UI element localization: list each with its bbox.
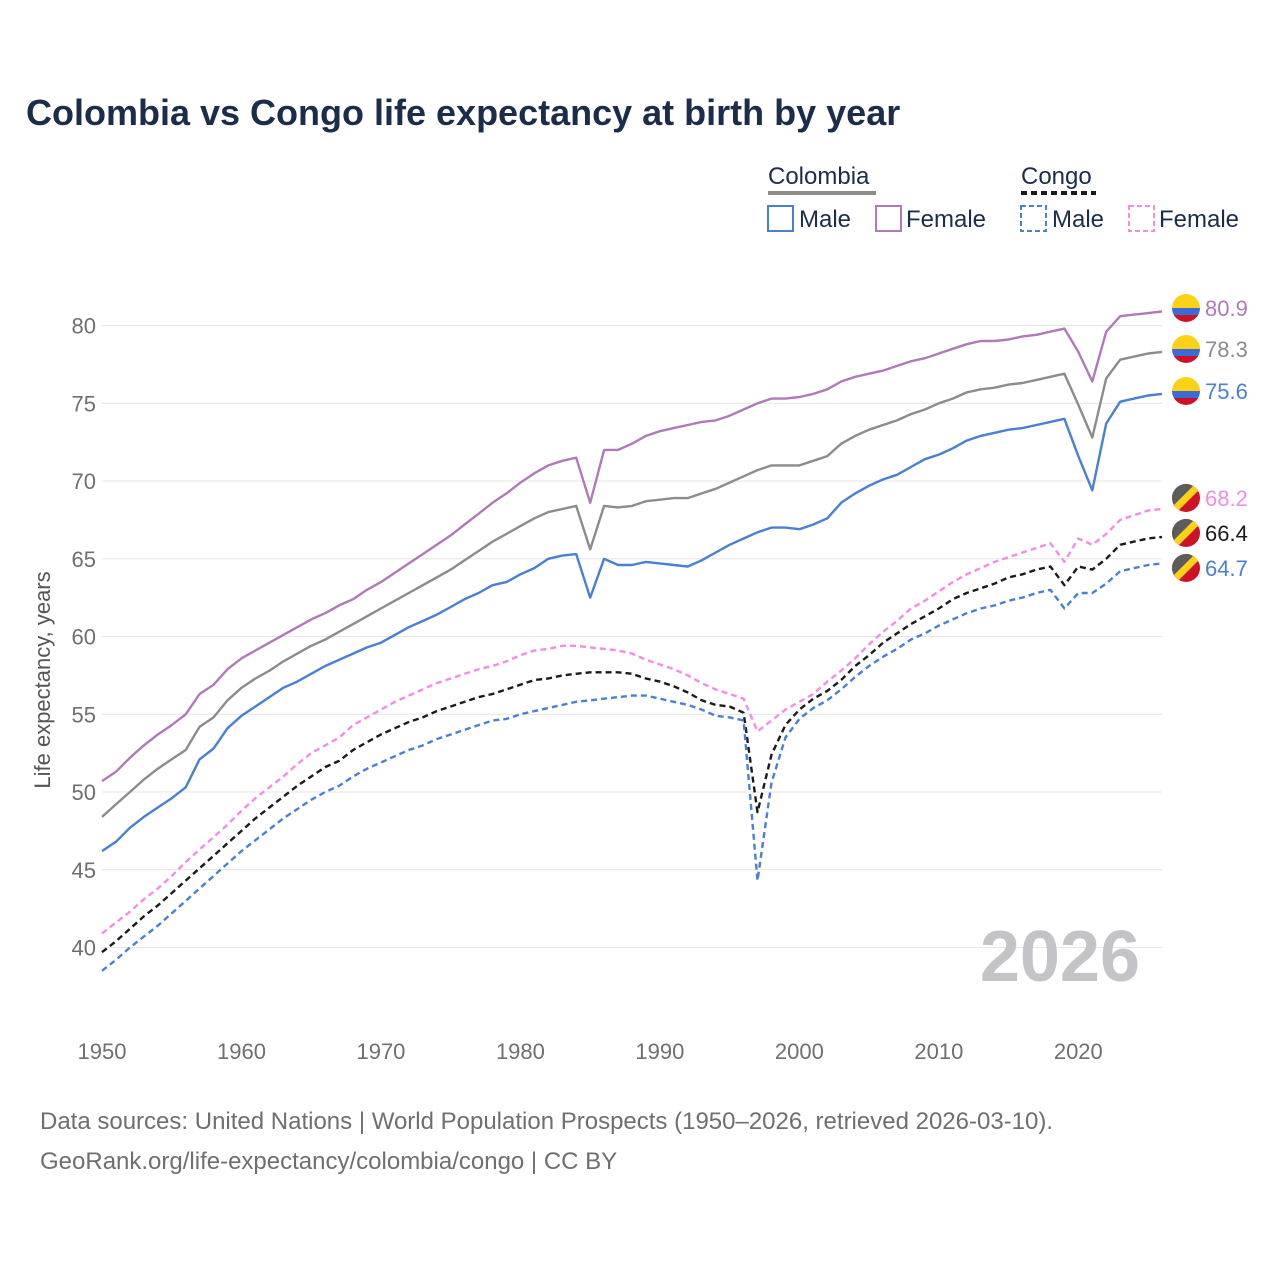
legend-colombia-female-label: Female [906,206,986,233]
legend-colombia-male-label: Male [799,206,851,233]
y-tick-label: 80 [72,314,96,339]
source-note: Data sources: United Nations | World Pop… [40,1108,1054,1135]
x-tick-label: 1980 [496,1039,545,1064]
y-tick-label: 60 [72,625,96,650]
congo-flag-icon [1172,484,1200,512]
x-tick-label: 1960 [217,1039,266,1064]
end-value-label: 80.9 [1205,296,1248,321]
end-value-label: 78.3 [1205,337,1248,362]
y-axis-label: Life expectancy, years [30,571,55,788]
legend-congo-male-label: Male [1052,206,1104,233]
source-link[interactable]: GeoRank.org/life-expectancy/colombia/con… [40,1148,618,1175]
year-watermark: 2026 [980,917,1140,997]
colombia-flag-icon [1172,377,1200,405]
axes: 40 45 50 55 60 65 70 75 80 1950 1960 1970 1980 1990 20… [72,314,1103,1065]
end-labels: 80.9 78.3 75.6 68.2 66.4 64.7 [1172,294,1248,582]
x-tick-label: 1970 [356,1039,405,1064]
x-tick-label: 2000 [775,1039,824,1064]
legend-congo-female-swatch[interactable] [1128,205,1155,232]
y-tick-label: 55 [72,702,96,727]
series-line-con_male [101,562,1163,972]
y-tick-label: 50 [72,780,96,805]
colombia-flag-icon [1172,335,1200,363]
x-tick-label: 2010 [914,1039,963,1064]
x-tick-label: 2020 [1054,1039,1103,1064]
legend: Colombia Male Female Congo Male Female [767,163,1239,233]
series-lines [101,310,1163,972]
y-tick-label: 65 [72,547,96,572]
series-line-col_total [101,350,1163,818]
legend-colombia-female-swatch[interactable] [875,205,902,232]
end-value-label: 68.2 [1205,486,1248,511]
colombia-flag-icon [1172,294,1200,322]
x-tick-label: 1950 [78,1039,127,1064]
y-tick-label: 40 [72,936,96,961]
y-tick-label: 45 [72,858,96,883]
end-value-label: 66.4 [1205,521,1248,546]
congo-flag-icon [1172,554,1200,582]
series-line-col_female [101,310,1163,783]
legend-congo-title: Congo [1021,163,1092,190]
legend-congo-male-swatch[interactable] [1020,205,1047,232]
y-tick-label: 70 [72,469,96,494]
series-line-con_female [101,507,1163,935]
series-line-con_total [101,535,1163,954]
legend-congo-female-label: Female [1159,206,1239,233]
y-tick-label: 75 [72,391,96,416]
congo-flag-icon [1172,519,1200,547]
end-value-label: 64.7 [1205,556,1248,581]
chart-title: Colombia vs Congo life expectancy at bir… [26,92,901,133]
end-value-label: 75.6 [1205,379,1248,404]
series-line-col_male [101,392,1163,853]
legend-colombia-title: Colombia [768,163,870,190]
legend-colombia-male-swatch[interactable] [767,205,794,232]
x-tick-label: 1990 [635,1039,684,1064]
gridlines [102,325,1162,948]
